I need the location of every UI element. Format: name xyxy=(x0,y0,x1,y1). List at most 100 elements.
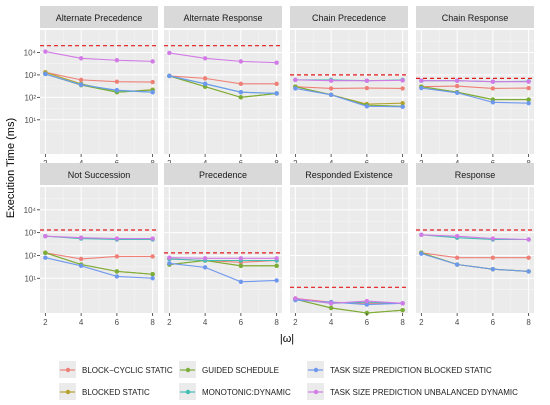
x-tick-label: 8 xyxy=(526,318,531,327)
data-point-tbs xyxy=(43,71,48,77)
legend-key-point xyxy=(313,367,319,373)
series-line-tud xyxy=(295,79,403,82)
data-point-tud xyxy=(490,79,496,84)
series-line-tud xyxy=(45,235,153,240)
panel-title: Response xyxy=(455,170,496,180)
series-line-md xyxy=(169,258,277,262)
legend-label: BLOCKED STATIC xyxy=(82,388,150,397)
legend-key-point xyxy=(185,367,191,373)
y-tick-label: 10¹ xyxy=(24,116,36,125)
x-tick-label: 6 xyxy=(115,318,120,327)
data-point-tud xyxy=(526,79,531,84)
y-tick-label: 10³ xyxy=(24,229,36,238)
data-point-tud xyxy=(78,235,84,240)
legend: BLOCK−CYCLIC STATIC GUIDED SCHEDULE TASK S… xyxy=(50,357,540,401)
series-line-tbs xyxy=(45,257,153,279)
y-tick-label: 10⁴ xyxy=(24,48,37,57)
chart-panel: Alternate Precedence10¹10²10³10⁴2468 xyxy=(24,6,158,168)
data-point-tud xyxy=(43,49,48,54)
data-point-tbs xyxy=(78,82,84,88)
chart-panel: Response 2 4 6 8 xyxy=(416,163,534,327)
legend-key-point xyxy=(65,389,71,395)
series-line-tud xyxy=(295,297,403,304)
series-line-bcs xyxy=(169,75,277,85)
series-line-gs xyxy=(169,75,277,98)
data-point-tud xyxy=(364,298,370,304)
data-point-bcs xyxy=(202,76,208,81)
legend-label: MONOTONIC:DYNAMIC xyxy=(202,388,291,397)
data-point-tud xyxy=(150,59,155,64)
chart-panels: Alternate Precedence 10¹ 10² 10³ 10⁴ 2 4 6 8 Alte… xyxy=(24,6,534,327)
data-point-gs xyxy=(400,307,405,313)
series-line-gs xyxy=(169,259,277,267)
data-point-bcs xyxy=(150,79,155,85)
data-point-bcs xyxy=(490,86,496,91)
data-point-gs xyxy=(43,250,48,256)
x-tick-label: 2 xyxy=(167,318,172,327)
y-tick-label: 10¹ xyxy=(24,274,36,283)
series-line-tbs xyxy=(169,75,277,94)
data-point-tbs xyxy=(526,100,531,106)
legend-item: BLOCK−CYCLIC STATIC xyxy=(59,361,173,378)
data-point-tbs xyxy=(238,89,244,95)
legend-item: GUIDED SCHEDULE xyxy=(179,361,279,378)
data-point-bcs xyxy=(328,86,334,91)
data-point-tud xyxy=(238,256,244,261)
data-point-bcs xyxy=(150,254,155,259)
x-tick-label: 6 xyxy=(365,318,370,327)
data-point-tbs xyxy=(526,269,531,274)
data-point-tud xyxy=(454,78,460,83)
legend-label: TASK SIZE PREDICTION UNBALANCED DYNAMIC xyxy=(330,388,518,397)
data-point-gs xyxy=(328,305,334,311)
panel-strip xyxy=(290,163,408,185)
series-line-bcs xyxy=(421,252,529,259)
x-tick-label: 6 xyxy=(239,318,244,327)
data-point-tbs xyxy=(114,87,120,93)
data-point-gs xyxy=(274,263,279,269)
data-point-bcs xyxy=(114,254,120,259)
data-point-tud xyxy=(328,78,334,83)
series-line-tud xyxy=(45,50,153,62)
panel-title: Responded Existence xyxy=(305,170,393,180)
x-tick-label: 2 xyxy=(419,318,424,327)
data-point-tbs xyxy=(364,302,370,307)
series-line-bcs xyxy=(295,86,403,89)
legend-key-point xyxy=(313,389,319,395)
x-tick-label: 6 xyxy=(491,318,496,327)
data-point-tbs xyxy=(274,91,279,96)
data-point-bs xyxy=(400,100,405,106)
series-line-tud xyxy=(169,257,277,259)
x-tick-label: 4 xyxy=(79,318,84,327)
series-line-tbs xyxy=(421,87,529,104)
legend-box xyxy=(50,357,540,401)
x-tick-label: 4 xyxy=(203,318,208,327)
legend-key-point xyxy=(65,367,71,373)
data-point-tud xyxy=(202,56,208,61)
series-line-tbs xyxy=(421,253,529,272)
legend-key-point xyxy=(185,389,191,395)
data-point-tud xyxy=(150,236,155,241)
series-line-gs xyxy=(45,252,153,275)
x-axis-label: |ω| xyxy=(280,333,294,345)
data-point-tbs xyxy=(400,104,405,109)
series-line-tbs xyxy=(169,262,277,283)
panel-strip xyxy=(290,6,408,28)
data-point-bcs xyxy=(364,85,370,91)
data-point-tbs xyxy=(150,276,155,281)
data-point-tbs xyxy=(328,92,334,97)
data-point-tbs xyxy=(78,263,84,269)
series-line-tud xyxy=(421,80,529,83)
data-point-tbs xyxy=(293,86,298,91)
data-point-tud xyxy=(202,256,208,261)
data-point-tbs xyxy=(419,85,424,91)
x-tick-label: 8 xyxy=(274,318,279,327)
data-point-gs xyxy=(238,263,244,269)
data-point-bcs xyxy=(454,255,460,260)
series-line-bcs xyxy=(45,252,153,260)
data-point-bcs xyxy=(274,81,279,87)
data-point-tbs xyxy=(454,262,460,267)
x-tick-label: 2 xyxy=(43,318,48,327)
